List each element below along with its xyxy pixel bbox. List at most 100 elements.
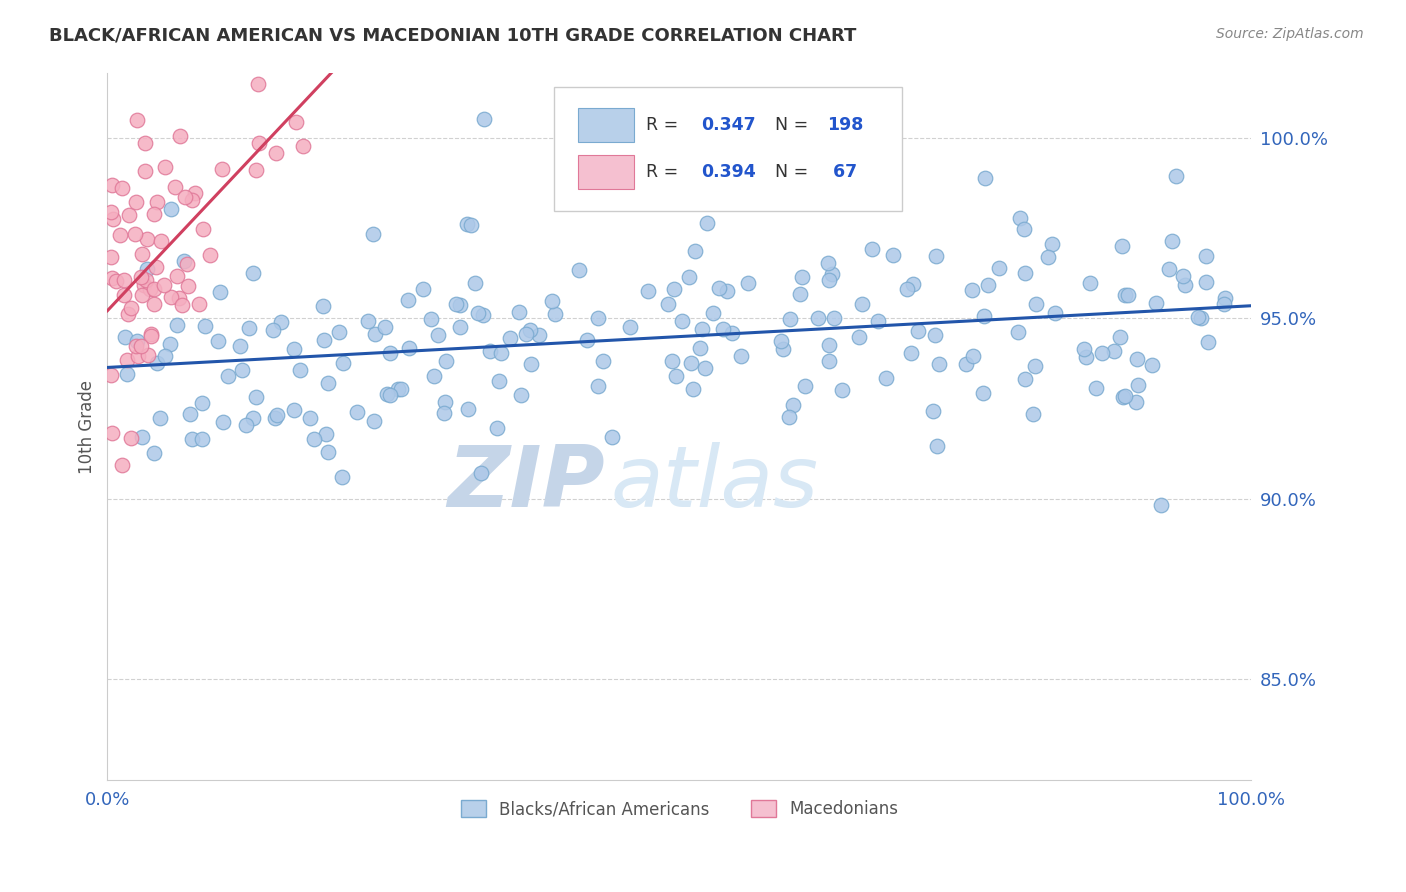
Point (457, 401, 479, 416)
Point (882, 248, 904, 262)
Point (120, 301, 142, 316)
Point (131, 247, 153, 261)
Point (188, 297, 211, 311)
Point (1078, 277, 1101, 291)
Point (434, 354, 457, 368)
Point (1157, 261, 1180, 276)
Point (191, 432, 214, 446)
FancyBboxPatch shape (578, 155, 634, 189)
Point (720, 326, 742, 341)
Point (671, 314, 693, 328)
Point (142, 282, 165, 296)
Point (125, 113, 148, 128)
Point (380, 346, 402, 360)
Point (730, 349, 752, 363)
Point (685, 244, 707, 258)
Point (1084, 381, 1107, 395)
Point (238, 321, 260, 335)
Point (661, 354, 683, 368)
Point (689, 341, 711, 355)
Point (690, 322, 713, 336)
Point (231, 362, 253, 376)
Point (427, 328, 450, 343)
Point (136, 262, 159, 277)
Point (444, 297, 467, 311)
Point (153, 349, 176, 363)
Point (508, 304, 530, 318)
Point (127, 334, 149, 349)
Legend: Blacks/African Americans, Macedonians: Blacks/African Americans, Macedonians (454, 794, 905, 825)
Point (143, 446, 166, 460)
Point (1212, 297, 1234, 311)
Point (101, 178, 124, 192)
Point (665, 369, 688, 384)
Point (925, 439, 948, 453)
Point (127, 349, 149, 363)
Point (1036, 250, 1059, 264)
Point (713, 322, 735, 336)
Point (449, 319, 471, 334)
Point (807, 310, 830, 325)
Point (332, 356, 354, 370)
Point (346, 405, 368, 419)
Point (1102, 343, 1125, 358)
Point (229, 339, 252, 353)
Point (100, 425, 122, 440)
Point (955, 357, 977, 371)
Point (149, 411, 172, 425)
Point (1076, 350, 1098, 364)
Point (283, 342, 305, 356)
Point (108, 227, 131, 242)
Point (818, 338, 841, 352)
Point (831, 384, 853, 398)
Point (472, 308, 495, 322)
Point (412, 282, 434, 296)
Point (314, 333, 336, 347)
Text: 0.347: 0.347 (702, 116, 756, 134)
Point (146, 194, 169, 209)
Point (657, 297, 679, 311)
Point (1012, 222, 1035, 236)
Point (377, 387, 399, 401)
Point (1161, 234, 1184, 248)
Point (304, 433, 326, 447)
Point (737, 276, 759, 290)
Point (1108, 330, 1130, 344)
Point (191, 221, 214, 235)
Point (134, 136, 156, 151)
Point (420, 312, 443, 326)
FancyBboxPatch shape (578, 108, 634, 142)
Point (1014, 372, 1036, 386)
Point (779, 311, 801, 326)
Point (543, 307, 565, 321)
Point (336, 7, 359, 21)
Point (1112, 391, 1135, 405)
Point (139, 329, 162, 343)
Point (117, 307, 139, 321)
Point (541, 293, 564, 308)
Text: R =: R = (647, 163, 683, 181)
Point (1197, 334, 1219, 349)
Point (1114, 288, 1136, 302)
Point (209, 285, 232, 300)
Point (124, 227, 146, 241)
Point (247, 136, 270, 150)
Text: N =: N = (776, 116, 814, 134)
Point (316, 376, 339, 391)
Point (160, 202, 183, 217)
Point (896, 282, 918, 296)
Point (149, 235, 172, 249)
Point (125, 195, 148, 210)
Point (600, 430, 623, 444)
Point (292, 139, 315, 153)
Point (568, 263, 591, 277)
Point (520, 357, 543, 371)
Point (181, 193, 204, 207)
Point (973, 309, 995, 323)
Point (1171, 269, 1194, 284)
Point (118, 208, 141, 222)
Point (145, 260, 167, 275)
Point (778, 409, 800, 424)
Point (772, 343, 794, 357)
Point (1073, 342, 1095, 356)
